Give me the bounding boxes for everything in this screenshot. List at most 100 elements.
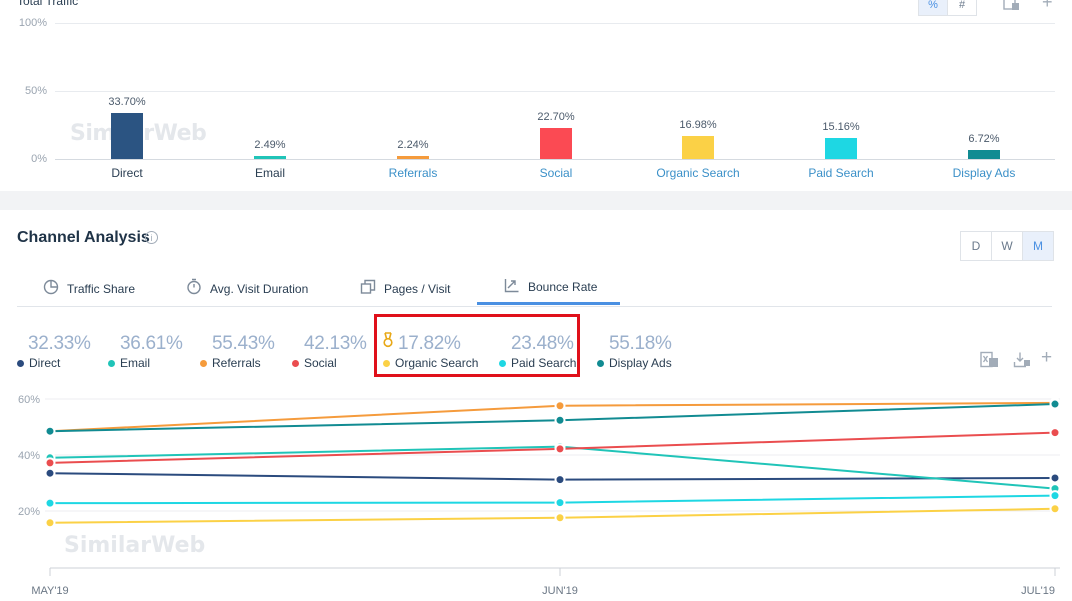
legend-direct-value: 32.33%: [28, 333, 91, 354]
add-icon[interactable]: +: [1042, 0, 1053, 12]
value-toggle: % #: [918, 0, 977, 16]
bar-value-label: 6.72%: [968, 132, 1000, 145]
data-point-display-ads: [1049, 398, 1061, 410]
bounce-icon: [504, 277, 520, 297]
tab-traffic-share-label: Traffic Share: [67, 281, 136, 296]
bar-referrals[interactable]: [397, 155, 429, 159]
legend-dot-direct: [17, 359, 24, 367]
legend-display-ads-value: 55.18%: [609, 333, 672, 354]
legend-social-value: 42.13%: [304, 333, 367, 354]
series-line-referrals: [49, 401, 1056, 433]
data-point-display-ads: [554, 414, 566, 426]
period-month-button[interactable]: M: [1022, 231, 1054, 261]
pie-chart-icon: [43, 279, 59, 299]
legend-paid-search-label: Paid Search: [511, 356, 577, 370]
tab-avg-visit-duration-label: Avg. Visit Duration: [210, 281, 309, 296]
legend-social-label: Social: [304, 356, 337, 370]
legend-organic-search[interactable]: 17.82% Organic Search: [383, 332, 479, 370]
period-selector: D W M: [960, 231, 1054, 261]
y-axis-label-100: 100%: [18, 17, 47, 29]
y-tick-label: 20%: [18, 506, 40, 518]
add-icon[interactable]: +: [1041, 347, 1053, 368]
bar-social[interactable]: [540, 128, 572, 159]
data-point-paid-search: [1049, 490, 1061, 502]
series-line-email: [49, 445, 1056, 490]
data-point-organic-search: [1049, 503, 1061, 515]
bar-direct[interactable]: [111, 113, 143, 159]
x-tick-label: JUL'19: [1021, 585, 1055, 597]
tab-bounce-rate-label: Bounce Rate: [528, 280, 598, 294]
y-axis-label-50: 50%: [24, 85, 47, 97]
series-line-display-ads: [49, 403, 1056, 433]
gridline-0: [55, 159, 1055, 160]
bar-organic-search[interactable]: [682, 135, 714, 159]
tab-avg-visit-duration[interactable]: Avg. Visit Duration: [186, 272, 308, 305]
y-axis-label-0: 0%: [31, 153, 47, 165]
legend-display-ads-label: Display Ads: [609, 356, 672, 370]
legend-direct-label: Direct: [29, 356, 61, 370]
data-point-direct: [554, 474, 566, 486]
percent-toggle-button[interactable]: %: [918, 0, 948, 16]
legend-paid-search[interactable]: 23.48% Paid Search: [499, 333, 576, 370]
data-point-organic-search: [554, 512, 566, 524]
legend-email[interactable]: 36.61% Email: [108, 333, 183, 370]
series-line-paid-search: [49, 494, 1056, 505]
legend-social[interactable]: 42.13% Social: [292, 333, 367, 370]
period-day-button[interactable]: D: [960, 231, 992, 261]
legend-dot-email: [108, 359, 115, 367]
bar-value-label: 2.49%: [254, 138, 286, 151]
legend-organic-search-label: Organic Search: [395, 356, 479, 370]
legend-referrals[interactable]: 55.43% Referrals: [200, 333, 275, 370]
bar-value-label: 15.16%: [822, 121, 860, 134]
info-icon[interactable]: i: [145, 231, 158, 244]
legend-dot-social: [292, 359, 299, 367]
tab-traffic-share[interactable]: Traffic Share: [43, 272, 135, 305]
data-point-referrals: [554, 400, 566, 412]
award-icon: [383, 332, 393, 353]
total-traffic-panel: Total Traffic % # + 100% 50% 0% SimilarW…: [0, 0, 1072, 191]
excel-export-icon[interactable]: [1003, 0, 1021, 15]
bar-value-label: 2.24%: [397, 138, 429, 151]
total-traffic-title: Total Traffic: [17, 0, 79, 8]
bar-category-label: Direct: [111, 166, 143, 180]
legend-direct[interactable]: 32.33% Direct: [17, 333, 91, 370]
bar-category-label[interactable]: Organic Search: [656, 166, 740, 180]
bar-email[interactable]: [254, 155, 286, 159]
data-point-social: [44, 457, 56, 469]
data-point-social: [554, 443, 566, 455]
stopwatch-icon: [186, 278, 202, 299]
bar-category-label[interactable]: Display Ads: [952, 166, 1016, 180]
legend-email-label: Email: [120, 356, 151, 370]
legend-dot-referrals: [200, 359, 207, 367]
data-point-direct: [1049, 472, 1061, 484]
download-icon[interactable]: [1013, 351, 1031, 372]
bar-paid-search[interactable]: [825, 138, 857, 159]
pages-icon: [360, 279, 376, 299]
highlight-annotation-box: [374, 314, 580, 377]
tab-pages-per-visit[interactable]: Pages / Visit: [360, 272, 450, 305]
tab-pages-per-visit-label: Pages / Visit: [384, 281, 451, 296]
gridline-100: [55, 23, 1055, 24]
bar-category-label[interactable]: Paid Search: [808, 166, 874, 180]
data-point-display-ads: [44, 425, 56, 437]
data-point-paid-search: [44, 497, 56, 509]
legend-organic-search-value: 17.82%: [398, 333, 461, 354]
bar-value-label: 33.70%: [108, 96, 146, 109]
y-tick-label: 60%: [18, 394, 40, 406]
tab-bounce-rate[interactable]: Bounce Rate: [477, 272, 620, 305]
data-point-paid-search: [554, 497, 566, 509]
excel-export-icon[interactable]: [980, 351, 999, 372]
bar-value-label: 16.98%: [679, 118, 717, 131]
period-week-button[interactable]: W: [991, 231, 1023, 261]
bar-display-ads[interactable]: [968, 149, 1000, 159]
gridline-50: [55, 91, 1055, 92]
tabs-divider: [17, 306, 1052, 307]
bar-category-label[interactable]: Social: [539, 166, 573, 180]
bounce-rate-line-chart: 20% 40% 60% MAY'19 JUN'19 JUL'19 SimilarWeb: [18, 394, 1061, 597]
channel-analysis-panel: Channel Analysis i D W M Traffic Share A…: [0, 210, 1072, 601]
legend-paid-search-value: 23.48%: [511, 333, 574, 354]
channel-analysis-title: Channel Analysis: [17, 229, 150, 246]
bar-category-label[interactable]: Referrals: [388, 166, 438, 180]
legend-display-ads[interactable]: 55.18% Display Ads: [597, 333, 672, 370]
number-toggle-button[interactable]: #: [947, 0, 977, 16]
